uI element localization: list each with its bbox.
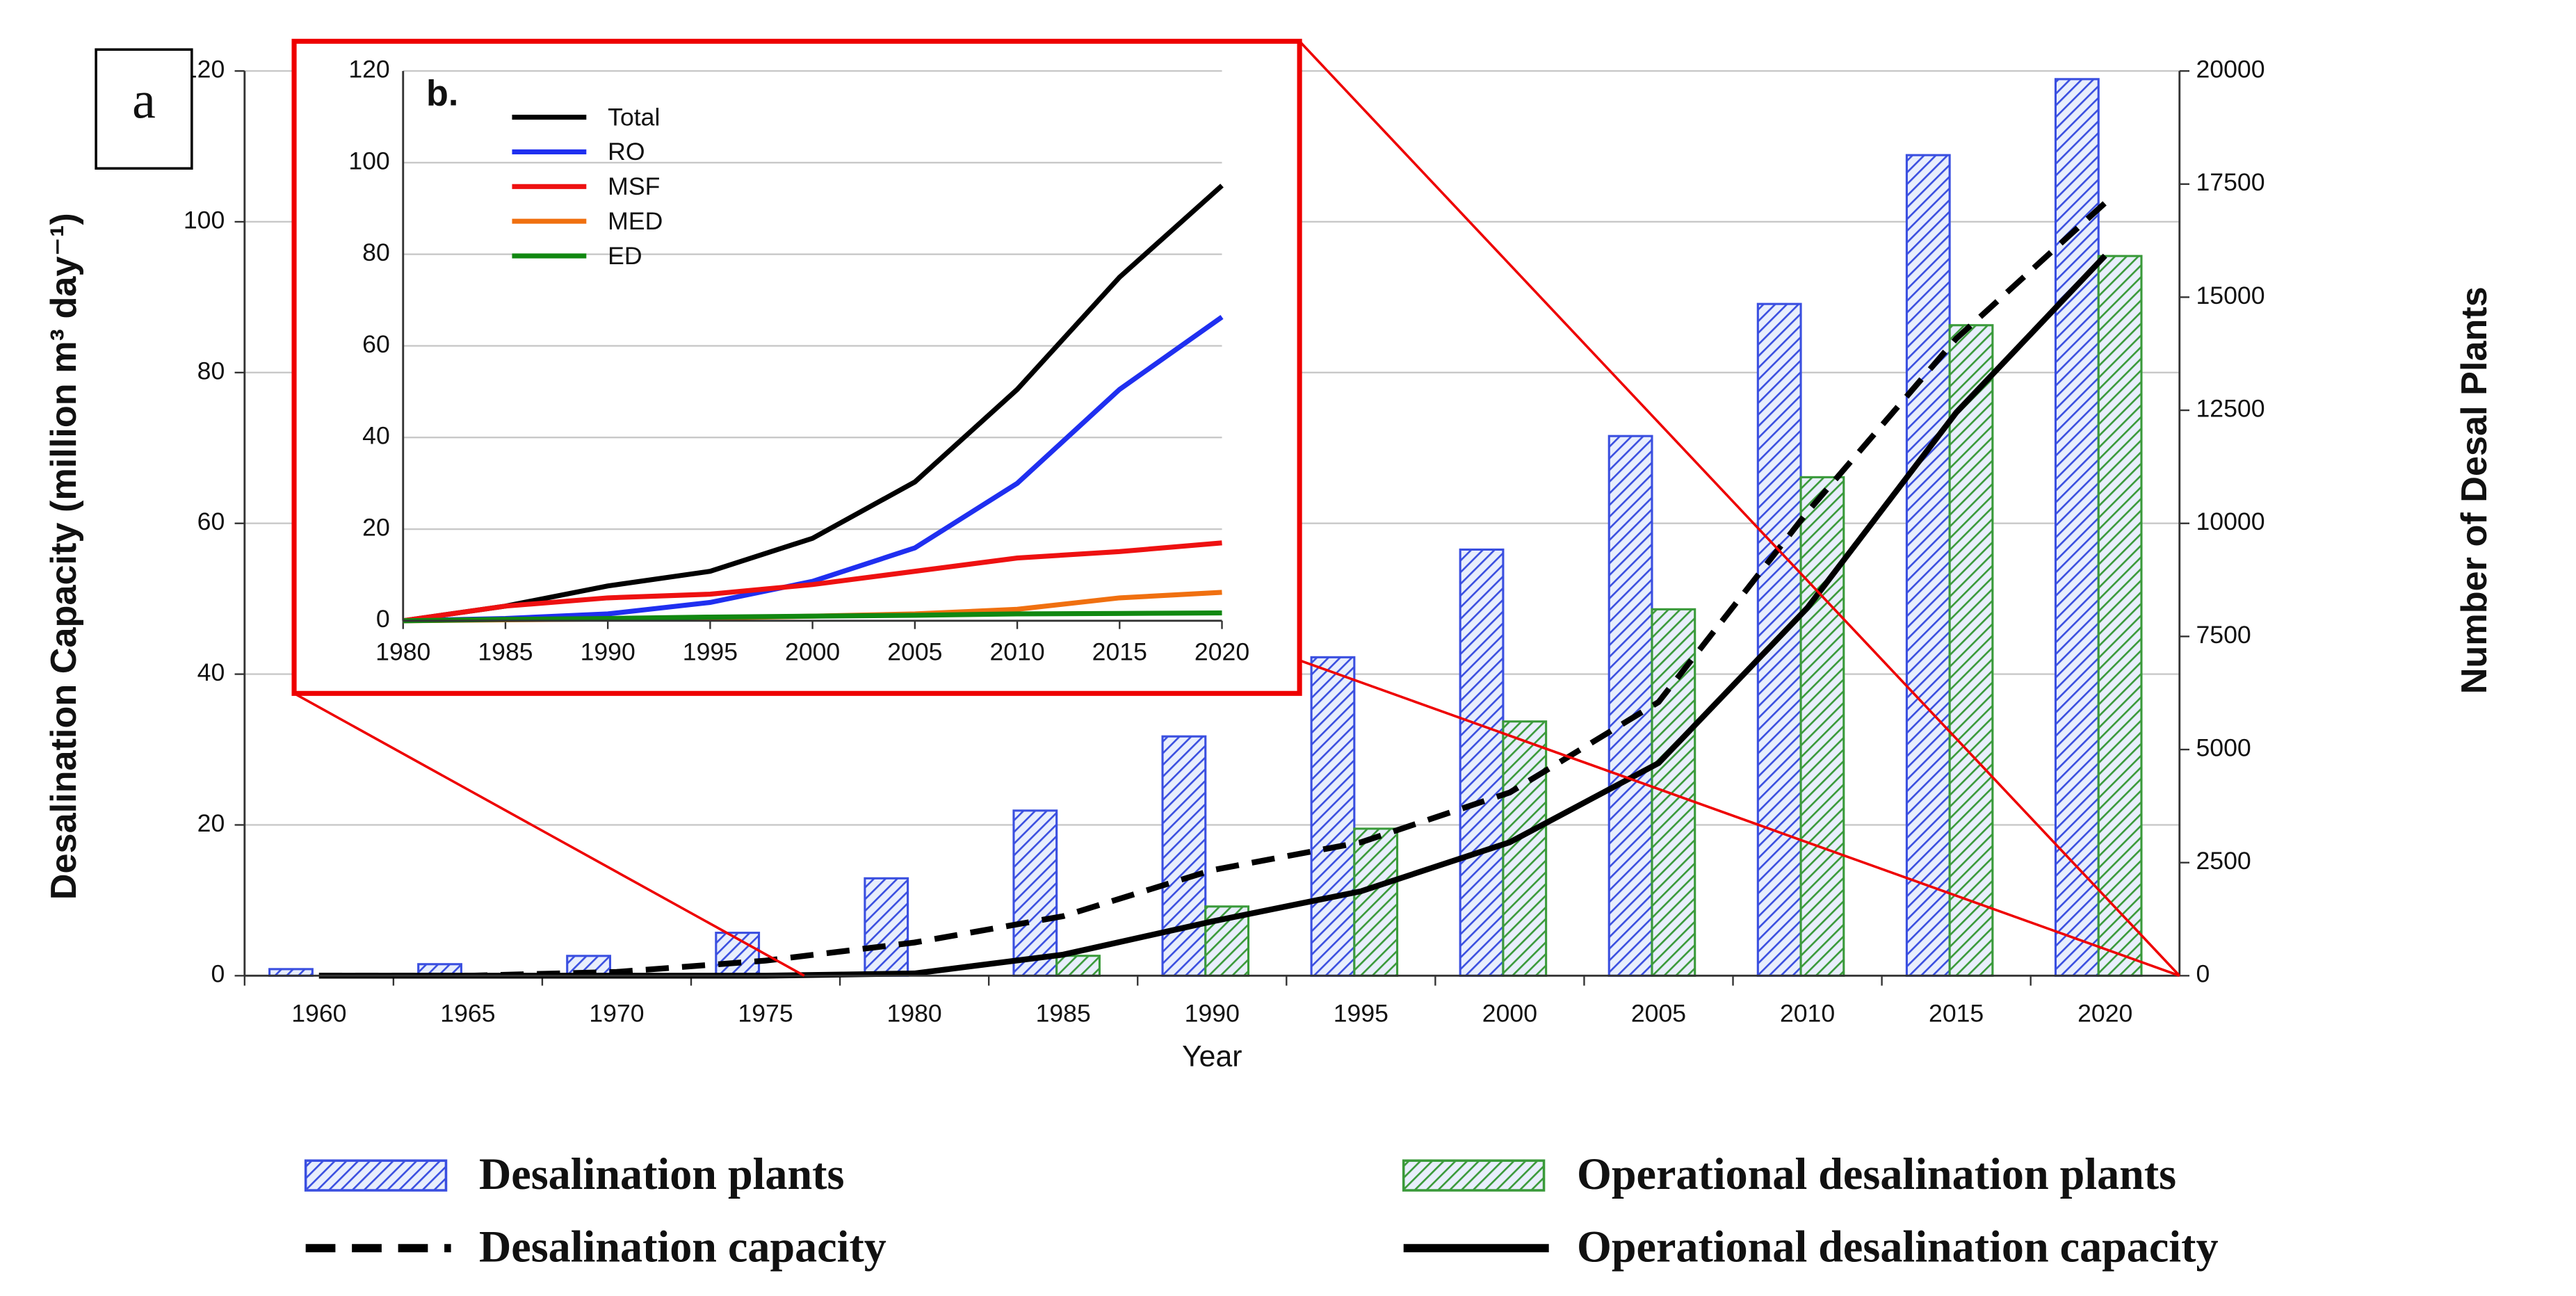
zoom-line: [293, 692, 805, 977]
legend-swatch: [304, 1159, 448, 1192]
x-tick-label: 2015: [1929, 1000, 1984, 1028]
bar: [1607, 435, 1653, 977]
y-tick-label: 100: [348, 147, 389, 175]
x-tick-label: 1980: [887, 1000, 942, 1028]
y2-tick-label: 0: [2196, 960, 2210, 988]
panel-label: a: [132, 71, 156, 129]
y2-tick-label: 7500: [2196, 621, 2251, 649]
legend-label: Desalination capacity: [479, 1222, 886, 1272]
legend-label: Desalination plants: [479, 1149, 844, 1199]
bar: [1012, 809, 1058, 977]
legend-label: MED: [608, 207, 663, 235]
panel-label-box: [95, 48, 193, 170]
x-tick-label: 2005: [887, 638, 942, 666]
x-tick-label: 1990: [1185, 1000, 1240, 1028]
y2-tick-label: 2500: [2196, 847, 2251, 875]
x-tick-label: 1965: [440, 1000, 495, 1028]
bar: [1502, 720, 1548, 977]
legend-swatch: [1402, 1159, 1546, 1192]
bar: [1756, 302, 1802, 977]
x-tick-label: 2020: [2077, 1000, 2132, 1028]
x-tick-label: 1970: [589, 1000, 644, 1028]
legend-label: RO: [608, 138, 645, 165]
x-tick-label: 2005: [1631, 1000, 1686, 1028]
x-tick-label: 1995: [1334, 1000, 1388, 1028]
line: [403, 184, 1224, 624]
y-tick-label: 20: [362, 513, 390, 541]
y2-tick-label: 10000: [2196, 508, 2265, 535]
x-tick-label: 1975: [738, 1000, 793, 1028]
bar: [1651, 608, 1696, 977]
y2-axis-title: Number of Desal Plants: [2454, 286, 2495, 694]
y-tick-label: 40: [197, 658, 225, 686]
x-tick-label: 2010: [989, 638, 1044, 666]
bar: [1459, 548, 1505, 977]
x-tick-label: 2000: [785, 638, 840, 666]
bar: [2097, 254, 2143, 977]
x-axis-title: Year: [1182, 1039, 1242, 1073]
legend-label: ED: [608, 242, 642, 270]
bar: [1055, 955, 1101, 977]
bar: [1905, 154, 1951, 977]
line: [403, 610, 1222, 624]
y-tick-label: 80: [362, 238, 390, 266]
legend-label: Total: [608, 103, 660, 131]
zoom-line: [1299, 659, 2180, 978]
y-tick-label: 60: [362, 330, 390, 358]
x-tick-label: 1980: [375, 638, 430, 666]
y-tick-label: 20: [197, 809, 225, 837]
bar: [268, 968, 314, 977]
x-tick-label: 1960: [291, 1000, 346, 1028]
line: [403, 540, 1222, 624]
x-tick-label: 1985: [1036, 1000, 1091, 1028]
y-tick-label: 100: [184, 206, 225, 234]
bar: [1310, 656, 1356, 977]
zoom-line: [1298, 40, 2181, 977]
y-tick-label: 40: [362, 422, 390, 450]
bar: [1353, 827, 1399, 977]
y-tick-label: 80: [197, 357, 225, 384]
legend-label: Operational desalination plants: [1577, 1149, 2176, 1199]
y2-tick-label: 17500: [2196, 168, 2265, 196]
y-tick-label: 120: [348, 56, 389, 83]
bar: [1161, 735, 1207, 977]
x-tick-label: 1985: [478, 638, 533, 666]
x-tick-label: 1995: [683, 638, 738, 666]
y-tick-label: 0: [211, 960, 225, 988]
y2-tick-label: 5000: [2196, 734, 2251, 761]
y-tick-label: 60: [197, 508, 225, 535]
y-axis-title: Desalination Capacity (million m³ day⁻¹): [44, 213, 84, 900]
y2-tick-label: 15000: [2196, 282, 2265, 309]
panel-label: b.: [426, 74, 458, 114]
line: [318, 200, 2107, 979]
bar: [1799, 476, 1845, 977]
y2-tick-label: 12500: [2196, 394, 2265, 422]
x-tick-label: 2000: [1482, 1000, 1537, 1028]
bar: [864, 877, 909, 977]
bar: [1948, 324, 1994, 977]
x-tick-label: 2020: [1194, 638, 1249, 666]
y2-tick-label: 20000: [2196, 56, 2265, 83]
legend-label: Operational desalination capacity: [1577, 1222, 2218, 1272]
y-tick-label: 0: [376, 605, 390, 633]
x-tick-label: 2010: [1780, 1000, 1835, 1028]
x-tick-label: 1990: [581, 638, 635, 666]
x-tick-label: 2015: [1092, 638, 1147, 666]
legend-label: MSF: [608, 172, 660, 200]
